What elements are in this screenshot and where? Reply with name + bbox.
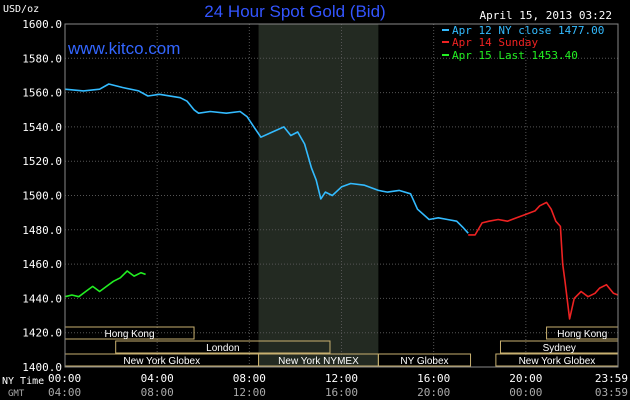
session-box bbox=[377, 353, 472, 367]
legend: Apr 12 NY close 1477.00 Apr 14 Sunday Ap… bbox=[442, 24, 604, 62]
x-tick-label-ny: 04:00 bbox=[141, 372, 174, 385]
x-tick-label-gmt: 16:00 bbox=[325, 386, 358, 399]
series-line-3 bbox=[64, 270, 146, 298]
x-tick-label-ny: 00:00 bbox=[48, 372, 81, 385]
x-tick-label-ny: 20:00 bbox=[509, 372, 542, 385]
x-tick-label-gmt: 00:00 bbox=[509, 386, 542, 399]
y-tick-label: 1460.0 bbox=[22, 258, 62, 271]
y-tick-label: 1560.0 bbox=[22, 87, 62, 100]
series-line-1 bbox=[64, 83, 469, 234]
series-lines bbox=[64, 83, 619, 320]
y-axis-label: USD/oz bbox=[3, 4, 39, 15]
ny-time-label: NY Time bbox=[2, 376, 44, 387]
y-tick-label: 1400.0 bbox=[22, 361, 62, 374]
chart-title: 24 Hour Spot Gold (Bid) bbox=[204, 2, 385, 21]
x-tick-labels: 00:0004:0004:0008:0008:0012:0012:0016:00… bbox=[48, 372, 628, 399]
session-label: Hong Kong bbox=[104, 329, 154, 340]
x-tick-label-gmt: 12:00 bbox=[233, 386, 266, 399]
x-tick-label-ny: 08:00 bbox=[233, 372, 266, 385]
session-label: New York NYMEX bbox=[278, 356, 359, 367]
x-tick-label-gmt: 03:59 bbox=[595, 386, 628, 399]
x-tick-label-ny: 23:59 bbox=[595, 372, 628, 385]
x-tick-label-gmt: 04:00 bbox=[48, 386, 81, 399]
y-tick-label: 1500.0 bbox=[22, 190, 62, 203]
session-label: Hong Kong bbox=[557, 329, 607, 340]
y-tick-label: 1580.0 bbox=[22, 52, 62, 65]
session-label: New York Globex bbox=[123, 356, 200, 367]
x-tick-label-ny: 12:00 bbox=[325, 372, 358, 385]
legend-entry-2: Apr 14 Sunday bbox=[452, 36, 538, 49]
session-box bbox=[115, 340, 331, 354]
y-tick-labels: 1600.0 1580.0 1560.0 1540.0 1520.0 1500.0 1480… bbox=[22, 18, 62, 374]
plot-frame bbox=[64, 23, 619, 368]
session-label: Sydney bbox=[543, 343, 576, 354]
website-url: www.kitco.com bbox=[67, 39, 180, 58]
legend-entry-3: Apr 15 Last 1453.40 bbox=[452, 49, 578, 62]
x-tick-label-gmt: 20:00 bbox=[417, 386, 450, 399]
session-label: London bbox=[206, 343, 239, 354]
session-label: NY Globex bbox=[400, 356, 448, 367]
legend-entry-1: Apr 12 NY close 1477.00 bbox=[452, 24, 604, 37]
series-line-2 bbox=[468, 201, 619, 320]
y-tick-label: 1480.0 bbox=[22, 224, 62, 237]
x-tick-label-ny: 16:00 bbox=[417, 372, 450, 385]
x-tick-label-gmt: 08:00 bbox=[141, 386, 174, 399]
y-tick-label: 1520.0 bbox=[22, 155, 62, 168]
y-tick-label: 1440.0 bbox=[22, 292, 62, 305]
gmt-label: GMT bbox=[8, 389, 25, 399]
y-tick-label: 1420.0 bbox=[22, 327, 62, 340]
y-tick-label: 1600.0 bbox=[22, 18, 62, 31]
session-label: New York Globex bbox=[519, 356, 596, 367]
nymex-highlight-band bbox=[258, 24, 379, 367]
chart-date: April 15, 2013 03:22 bbox=[480, 9, 612, 22]
y-tick-label: 1540.0 bbox=[22, 121, 62, 134]
